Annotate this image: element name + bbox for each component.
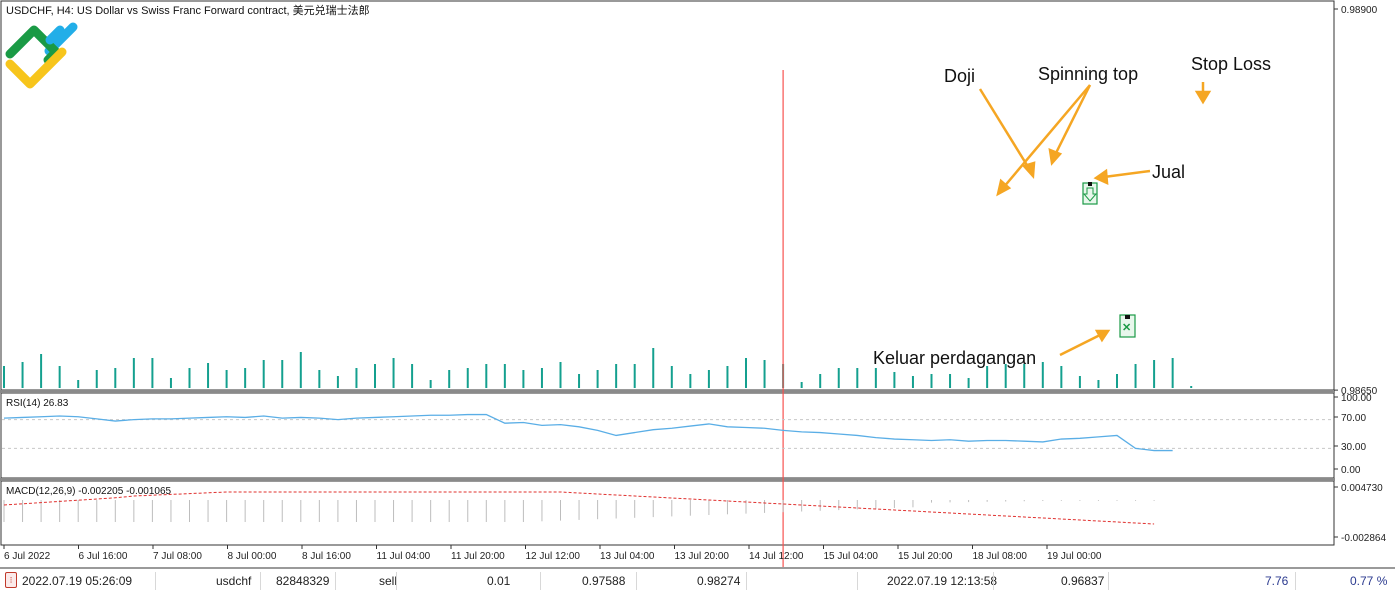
annotations bbox=[978, 82, 1212, 357]
svg-text:0.004730: 0.004730 bbox=[1341, 483, 1383, 494]
profit-percent: 0.77 % bbox=[1350, 574, 1388, 588]
annotation-spinning-top: Spinning top bbox=[1038, 64, 1138, 84]
macd-label: MACD(12,26,9) -0.002205 -0.001065 bbox=[6, 486, 172, 497]
brand-logo bbox=[5, 22, 78, 89]
time-tick: 8 Jul 16:00 bbox=[302, 551, 351, 562]
time-tick: 13 Jul 04:00 bbox=[600, 551, 655, 562]
candle bbox=[782, 69, 784, 567]
order-type: sell bbox=[379, 574, 398, 588]
annotation-doji: Doji bbox=[944, 66, 975, 86]
time-tick: 6 Jul 16:00 bbox=[79, 551, 128, 562]
svg-text:0.00: 0.00 bbox=[1341, 465, 1361, 476]
symbol: usdchf bbox=[216, 574, 252, 588]
profit: 7.76 bbox=[1265, 574, 1289, 588]
rsi-label: RSI(14) 26.83 bbox=[6, 398, 69, 409]
chart-title: USDCHF, H4: US Dollar vs Swiss Franc For… bbox=[6, 3, 370, 17]
time-tick: 15 Jul 20:00 bbox=[898, 551, 953, 562]
time-tick: 6 Jul 2022 bbox=[4, 551, 51, 562]
annotation-exit: Keluar perdagangan bbox=[873, 348, 1036, 368]
stop-loss: 0.98274 bbox=[697, 574, 741, 588]
close-price: 0.96837 bbox=[1061, 574, 1105, 588]
time-tick: 13 Jul 20:00 bbox=[675, 551, 730, 562]
open-price: 0.97588 bbox=[582, 574, 626, 588]
rsi-panel[interactable] bbox=[0, 392, 1335, 479]
main-chart-panel[interactable] bbox=[0, 0, 1335, 391]
annotation-stop-loss: Stop Loss bbox=[1191, 54, 1271, 74]
time-tick: 11 Jul 04:00 bbox=[377, 551, 431, 562]
order-icon: ⁝ bbox=[5, 572, 17, 588]
price-tick: 0.98900 bbox=[1341, 5, 1378, 16]
candlesticks bbox=[782, 69, 784, 567]
svg-text:✕: ✕ bbox=[1122, 322, 1131, 334]
price-axis: 0.989000.986500.984000.981500.979000.976… bbox=[1334, 5, 1378, 397]
trade-history-row[interactable]: ⁝ 2022.07.19 05:26:09 usdchf 82848329 se… bbox=[0, 567, 1395, 595]
sell-entry-marker[interactable] bbox=[1082, 182, 1098, 205]
open-time: 2022.07.19 05:26:09 bbox=[22, 574, 133, 588]
time-tick: 11 Jul 20:00 bbox=[451, 551, 505, 562]
time-tick: 8 Jul 00:00 bbox=[228, 551, 277, 562]
chart-canvas[interactable]: 0.989000.986500.984000.981500.979000.976… bbox=[0, 0, 1395, 567]
svg-text:70.00: 70.00 bbox=[1341, 413, 1366, 424]
volume: 0.01 bbox=[487, 574, 511, 588]
svg-text:-0.002864: -0.002864 bbox=[1341, 533, 1386, 544]
time-tick: 7 Jul 08:00 bbox=[153, 551, 202, 562]
time-axis: 6 Jul 2022 6 Jul 16:00 7 Jul 08:00 8 Jul 00… bbox=[3, 545, 1102, 562]
time-tick: 19 Jul 00:00 bbox=[1047, 551, 1102, 562]
macd-indicator: MACD(12,26,9) -0.002205 -0.001065 0.00473… bbox=[3, 483, 1386, 544]
time-tick: 18 Jul 08:00 bbox=[973, 551, 1028, 562]
svg-text:30.00: 30.00 bbox=[1341, 442, 1366, 453]
time-tick: 12 Jul 12:00 bbox=[526, 551, 581, 562]
ticket: 82848329 bbox=[276, 574, 330, 588]
annotation-sell: Jual bbox=[1152, 162, 1185, 182]
exit-marker[interactable]: ✕ bbox=[1119, 314, 1136, 338]
close-time: 2022.07.19 12:13:58 bbox=[887, 574, 998, 588]
svg-text:100.00: 100.00 bbox=[1341, 393, 1372, 404]
rsi-indicator: RSI(14) 26.83 100.00 70.00 30.00 0.00 bbox=[2, 393, 1372, 476]
rsi-line bbox=[3, 413, 1173, 452]
macd-signal-line bbox=[3, 491, 1155, 525]
macd-panel[interactable] bbox=[0, 480, 1335, 546]
time-tick: 14 Jul 12:00 bbox=[749, 551, 804, 562]
price-tick: 0.98650 bbox=[1341, 386, 1378, 397]
time-tick: 15 Jul 04:00 bbox=[824, 551, 879, 562]
